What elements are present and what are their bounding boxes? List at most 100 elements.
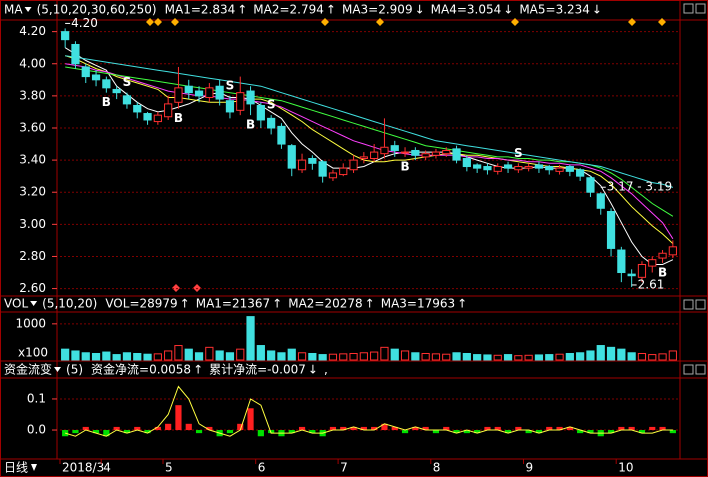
signal: S	[123, 75, 132, 89]
volume-bar	[514, 355, 523, 361]
flow-bar	[474, 430, 481, 434]
indicator-name: VOL	[4, 297, 28, 311]
flow-bar	[566, 426, 573, 431]
volume-bar	[524, 354, 533, 361]
candle-body	[503, 164, 513, 169]
period-arrow[interactable]	[31, 464, 37, 471]
flow-bar	[391, 426, 398, 431]
legend-trend: ↓	[308, 363, 318, 377]
icon[interactable]	[683, 3, 694, 14]
candle-body	[524, 166, 533, 169]
flow-bar	[587, 430, 594, 434]
flow-bar	[134, 426, 141, 431]
diamond	[154, 18, 162, 26]
legend-entry: 资金净流=0.0058	[91, 362, 191, 377]
volume-bar	[102, 351, 111, 361]
candle-body	[390, 145, 399, 151]
ma-line	[65, 63, 674, 240]
dropdown[interactable]	[24, 7, 32, 12]
dropdown[interactable]	[30, 301, 38, 306]
flow-bar	[329, 426, 337, 431]
volume-bar	[81, 352, 90, 361]
candle-body	[637, 263, 647, 278]
signal: B	[246, 118, 255, 132]
x-tick-label: 7	[340, 461, 348, 475]
y-tick-label: 3.20	[19, 185, 46, 199]
volume-bar	[576, 352, 585, 361]
volume-bar	[318, 354, 327, 361]
icon[interactable]	[695, 299, 706, 310]
volume-bar	[668, 350, 677, 361]
y-tick-label: 4.20	[19, 24, 46, 38]
legend-trend: ↑	[180, 297, 190, 311]
diamond	[172, 284, 180, 292]
ma-line	[65, 55, 674, 188]
icon[interactable]	[683, 364, 694, 375]
candle-body	[308, 158, 317, 164]
y-tick-label: 3.60	[19, 120, 46, 134]
flow-bar	[268, 430, 275, 434]
candle-body	[606, 210, 616, 249]
candle-body	[617, 249, 626, 274]
flow-bar	[638, 430, 646, 434]
candle-body	[514, 166, 523, 171]
volume-bar	[606, 346, 616, 361]
volume-bar	[483, 354, 492, 361]
volume-bar	[627, 352, 636, 361]
candle-body	[421, 153, 430, 158]
flow-line	[65, 385, 673, 437]
candle-body	[359, 156, 368, 160]
icon[interactable]	[695, 3, 706, 14]
candle-body	[215, 85, 224, 100]
volume-bar	[390, 348, 399, 361]
candle-body	[442, 149, 451, 155]
dropdown[interactable]	[54, 367, 62, 372]
volume-bar	[236, 348, 245, 361]
flow-bar	[257, 430, 264, 437]
candle-body	[297, 159, 307, 171]
candle-body	[349, 159, 358, 171]
flow-bar	[288, 430, 295, 434]
x-tick-label: 8	[433, 461, 441, 475]
volume-bar	[442, 353, 451, 361]
flow-bar	[175, 405, 182, 431]
legend-entry: MA1=21367	[196, 297, 270, 311]
annotation: 2.61	[638, 277, 665, 291]
candle-body	[411, 149, 420, 156]
period[interactable]: 日线	[4, 461, 28, 475]
x-tick-label: 9	[526, 461, 534, 475]
candle-body	[61, 31, 70, 41]
volume-bar	[473, 354, 482, 361]
flow-bar	[298, 426, 306, 431]
legend-entry: MA2=2.794	[253, 3, 324, 17]
flow-bar	[463, 430, 470, 434]
candle-body	[102, 79, 111, 89]
header-tail: ,	[324, 363, 328, 377]
flow-bar	[247, 408, 254, 431]
flow-bar	[82, 426, 89, 431]
volume-bar	[586, 350, 595, 361]
flow-bar	[443, 426, 450, 431]
volume-bar	[339, 353, 348, 361]
flow-bar	[618, 426, 625, 431]
icon[interactable]	[683, 299, 694, 310]
candle-body	[339, 167, 348, 176]
candle-body	[194, 90, 204, 97]
indicator-params: (5)	[66, 363, 83, 377]
candle-body	[153, 114, 162, 123]
flow-bar	[72, 430, 79, 434]
indicator-name: 资金流变	[4, 362, 52, 377]
volume-bar	[184, 348, 193, 361]
candle-body	[143, 113, 152, 121]
candle-body	[565, 166, 574, 172]
flow-bar	[360, 426, 367, 431]
volume-bar	[421, 352, 430, 361]
icon[interactable]	[695, 364, 706, 375]
volume-bar	[287, 348, 296, 361]
ma-line	[64, 47, 674, 265]
candle-body	[318, 161, 327, 177]
flow-bar	[659, 426, 666, 431]
candle-body	[462, 158, 471, 168]
x-tick-label: 5	[165, 461, 173, 475]
signal: B	[102, 95, 111, 109]
